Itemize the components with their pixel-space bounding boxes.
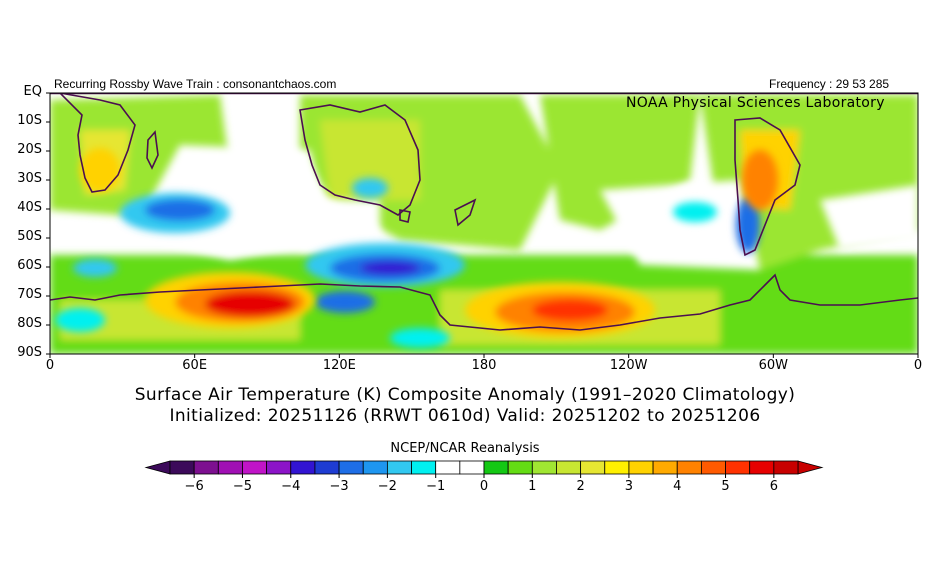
colorbar-swatch [580, 460, 606, 475]
colorbar-tick-label: 2 [576, 479, 585, 494]
lon-label: 180 [471, 358, 497, 373]
lat-label: 70S [17, 287, 42, 302]
lon-label: 60W [758, 358, 789, 373]
colorbar-swatch [386, 460, 412, 475]
colorbar-swatch [169, 460, 195, 475]
colorbar-swatch [531, 460, 557, 475]
figure-title: Surface Air Temperature (K) Composite An… [134, 385, 796, 405]
colorbar-over-arrow [797, 460, 824, 475]
colorbar-swatch [749, 460, 775, 475]
lat-label: 50S [17, 229, 42, 244]
colorbar-swatch [242, 460, 268, 475]
colorbar-tick-label: −5 [232, 479, 253, 494]
colorbar-swatch [338, 460, 364, 475]
lat-label: 80S [17, 316, 42, 331]
lat-label: 30S [17, 171, 42, 186]
header-left-text: Recurring Rossby Wave Train : consonantc… [54, 77, 337, 91]
lat-label: 40S [17, 200, 42, 215]
colorbar-swatch [193, 460, 219, 475]
latitude-ticks [46, 92, 50, 355]
colorbar-under-arrow [144, 460, 171, 475]
colorbar-swatch [676, 460, 702, 475]
lat-label: 90S [17, 345, 42, 360]
colorbar-tick-label: 4 [673, 479, 682, 494]
colorbar-tick-label: 0 [479, 479, 489, 494]
colorbar-tick-label: −1 [426, 479, 446, 494]
colorbar-tick-label: 6 [769, 479, 778, 494]
colorbar-swatch [435, 460, 461, 475]
lon-label: 60E [182, 358, 208, 373]
colorbar-swatch [314, 460, 340, 475]
lon-label: 0 [913, 358, 923, 373]
lon-label: 120W [609, 358, 648, 373]
colorbar-swatch [459, 460, 485, 475]
lon-label: 120E [322, 358, 356, 373]
colorbar-tick-label: 5 [721, 479, 730, 494]
colorbar-tick-label: −2 [377, 479, 397, 494]
colorbar-swatch [290, 460, 316, 475]
colorbar-swatch [628, 460, 654, 475]
colorbar-swatch [604, 460, 630, 475]
lon-label: 0 [45, 358, 55, 373]
colorbar-swatch [556, 460, 582, 475]
colorbar-swatch [411, 460, 437, 475]
colorbar-swatch [217, 460, 243, 475]
longitude-ticks [49, 354, 919, 358]
lat-label: 10S [17, 113, 42, 128]
lat-label: 60S [17, 258, 42, 273]
lat-label: 20S [17, 142, 42, 157]
colorbar-swatch [483, 460, 509, 475]
figure-subtitle: Initialized: 20251126 (RRWT 0610d) Valid… [169, 406, 761, 426]
colorbar-swatch [362, 460, 388, 475]
colorbar-title: NCEP/NCAR Reanalysis [390, 441, 540, 456]
lat-label: EQ [23, 84, 42, 99]
colorbar-tick-label: 1 [528, 479, 537, 494]
colorbar-swatch [652, 460, 678, 475]
colorbar [144, 460, 824, 478]
header-right-text: Frequency : 29 53 285 [769, 77, 890, 91]
colorbar-swatch [725, 460, 751, 475]
colorbar-tick-label: 3 [624, 479, 634, 494]
colorbar-swatch [700, 460, 726, 475]
anomaly-field [50, 93, 918, 354]
lab-label: NOAA Physical Sciences Laboratory [626, 95, 885, 111]
colorbar-tick-label: −3 [329, 479, 349, 494]
colorbar-swatch [773, 460, 799, 475]
colorbar-tick-label: −4 [281, 479, 301, 494]
colorbar-swatch [507, 460, 533, 475]
colorbar-swatch [266, 460, 292, 475]
colorbar-tick-label: −6 [184, 479, 204, 494]
